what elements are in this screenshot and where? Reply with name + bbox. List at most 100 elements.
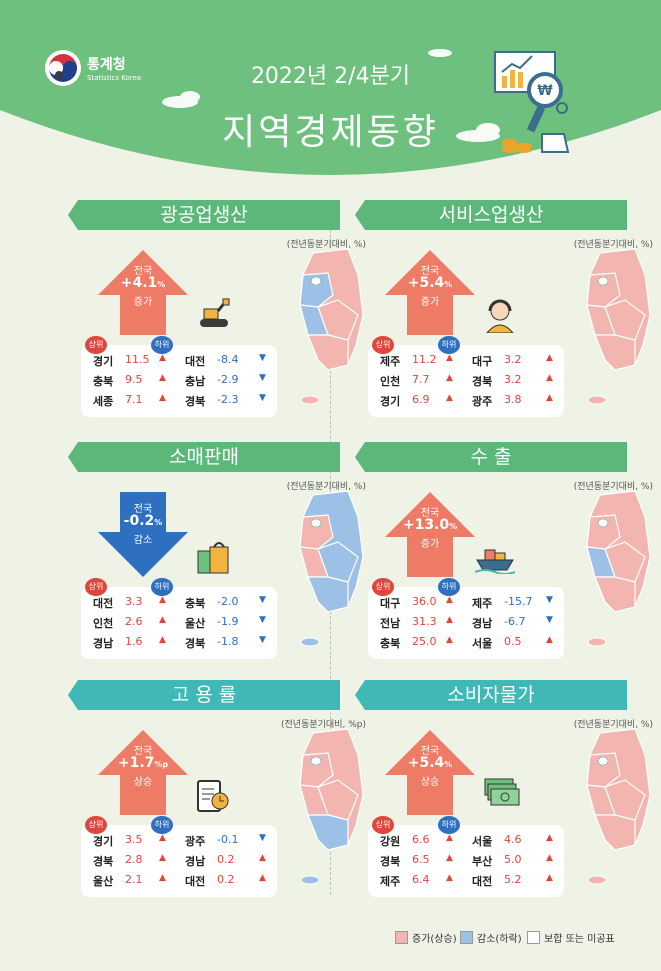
- national-label: 전국: [133, 504, 153, 515]
- up-triangle-icon: ▲: [546, 353, 553, 363]
- panel-banner-bg: [68, 680, 340, 710]
- bottom-value: 0.5: [504, 635, 522, 648]
- table-row: 경기 3.5 ▲ 광주 -0.1 ▼: [81, 833, 277, 853]
- bottom-region: 울산: [185, 617, 206, 630]
- ranking-table: 상위 하위 경기 11.5 ▲ 대전 -8.4 ▼ 충북 9.5 ▲ 충남 -2…: [81, 336, 277, 417]
- table-row: 대구 36.0 ▲ 제주 -15.7 ▼: [368, 595, 564, 615]
- panel-title: 소매판매: [169, 446, 239, 468]
- top-region: 경기: [380, 395, 401, 408]
- bottom-value: -2.3: [217, 393, 239, 406]
- indicator-panel: 서비스업생산 (전년동분기대비, %) 전국 +5.4% 증가 상위 하위 제주…: [355, 200, 655, 425]
- bottom-region: 광주: [472, 395, 493, 408]
- excavator-icon: [196, 297, 232, 335]
- top-region: 제주: [380, 355, 401, 368]
- bottom-rank-label: 하위: [438, 578, 460, 596]
- top-region: 인천: [93, 617, 114, 630]
- korea-map: [586, 490, 651, 647]
- bottom-region: 충북: [185, 597, 206, 610]
- bottom-value: 4.6: [504, 833, 522, 846]
- bottom-rank-label: 하위: [151, 336, 173, 354]
- top-rank-label: 상위: [85, 816, 107, 834]
- top-value: 7.7: [412, 373, 430, 386]
- national-change: 증가: [420, 297, 440, 308]
- bottom-region: 충남: [185, 375, 206, 388]
- top-value: 11.2: [412, 353, 437, 366]
- bottom-value: 3.8: [504, 393, 522, 406]
- bottom-value: -6.7: [504, 615, 526, 628]
- bottom-value: 3.2: [504, 373, 522, 386]
- ranking-table: 상위 하위 경기 3.5 ▲ 광주 -0.1 ▼ 경북 2.8 ▲ 경남 0.2…: [81, 816, 277, 897]
- panel-title: 고 용 률: [171, 684, 237, 706]
- top-value: 11.5: [125, 353, 150, 366]
- table-row: 대전 3.3 ▲ 충북 -2.0 ▼: [81, 595, 277, 615]
- national-value: +5.4%: [407, 755, 453, 771]
- top-value: 7.1: [125, 393, 143, 406]
- top-region: 인천: [380, 375, 401, 388]
- up-triangle-icon: ▲: [546, 873, 553, 883]
- top-region: 대전: [93, 597, 114, 610]
- top-region: 대구: [380, 597, 401, 610]
- legend-same: 보합 또는 미공표: [527, 930, 615, 945]
- up-triangle-icon: ▲: [446, 853, 453, 863]
- table-row: 전남 31.3 ▲ 경남 -6.7 ▼: [368, 615, 564, 635]
- panel-title: 서비스업생산: [438, 204, 544, 226]
- money-bills-icon: [483, 777, 521, 811]
- bottom-rank-label: 하위: [151, 578, 173, 596]
- down-triangle-icon: ▼: [259, 353, 266, 363]
- up-arrow-icon: [98, 730, 188, 815]
- table-row: 인천 2.6 ▲ 울산 -1.9 ▼: [81, 615, 277, 635]
- headset-person-icon: [483, 297, 517, 337]
- down-triangle-icon: ▼: [259, 615, 266, 625]
- top-value: 6.5: [412, 853, 430, 866]
- up-arrow-icon: [385, 492, 475, 577]
- up-triangle-icon: ▲: [446, 615, 453, 625]
- panel-unit: (전년동분기대비, %): [286, 482, 366, 492]
- national-label: 전국: [420, 508, 440, 519]
- ranking-table: 상위 하위 강원 6.6 ▲ 서울 4.6 ▲ 경북 6.5 ▲ 부산 5.0 …: [368, 816, 564, 897]
- national-label: 전국: [420, 746, 440, 757]
- national-value: -0.2%: [123, 513, 163, 529]
- legend-increase: 증가(상승): [395, 930, 457, 945]
- bottom-rank-label: 하위: [151, 816, 173, 834]
- statistics-korea-logo[interactable]: 통계청 Statistics Korea: [45, 50, 141, 86]
- panel-title: 광공업생산: [160, 204, 248, 226]
- bottom-region: 경북: [185, 637, 206, 650]
- up-triangle-icon: ▲: [446, 353, 453, 363]
- panel-unit: (전년동분기대비, %): [573, 720, 653, 730]
- top-value: 6.9: [412, 393, 430, 406]
- up-triangle-icon: ▲: [159, 373, 166, 383]
- org-name-en: Statistics Korea: [87, 74, 142, 82]
- top-region: 제주: [380, 875, 401, 888]
- panel-banner-bg: [355, 200, 627, 230]
- national-label: 전국: [133, 746, 153, 757]
- report-period: 2022년 2/4분기: [250, 64, 411, 89]
- table-row: 경남 1.6 ▲ 경북 -1.8 ▼: [81, 635, 277, 655]
- korea-map: [586, 248, 651, 405]
- top-rank-label: 상위: [85, 578, 107, 596]
- panel-title: 수 출: [470, 446, 512, 468]
- up-triangle-icon: ▲: [159, 635, 166, 645]
- org-name-ko: 통계청: [87, 57, 126, 73]
- bottom-region: 경남: [472, 617, 493, 630]
- top-region: 전남: [380, 617, 401, 630]
- top-value: 31.3: [412, 615, 437, 628]
- table-row: 경기 11.5 ▲ 대전 -8.4 ▼: [81, 353, 277, 373]
- panel-unit: (전년동분기대비, %): [573, 240, 653, 250]
- up-triangle-icon: ▲: [446, 873, 453, 883]
- table-row: 충북 9.5 ▲ 충남 -2.9 ▼: [81, 373, 277, 393]
- korea-map: [299, 248, 364, 405]
- legend-decrease-label: 감소(하락): [477, 934, 522, 945]
- national-label: 전국: [133, 266, 153, 277]
- top-value: 3.3: [125, 595, 143, 608]
- up-triangle-icon: ▲: [159, 833, 166, 843]
- bottom-region: 대구: [472, 355, 493, 368]
- korea-map: [586, 728, 651, 885]
- legend-decrease-swatch: [460, 931, 473, 944]
- bottom-value: -1.8: [217, 635, 239, 648]
- shopping-bag-icon: [196, 539, 230, 579]
- top-rank-label: 상위: [85, 336, 107, 354]
- up-triangle-icon: ▲: [446, 373, 453, 383]
- top-region: 강원: [380, 835, 401, 848]
- ranking-table: 상위 하위 제주 11.2 ▲ 대구 3.2 ▲ 인천 7.7 ▲ 경북 3.2…: [368, 336, 564, 417]
- panel-unit: (전년동분기대비, %p): [281, 720, 366, 730]
